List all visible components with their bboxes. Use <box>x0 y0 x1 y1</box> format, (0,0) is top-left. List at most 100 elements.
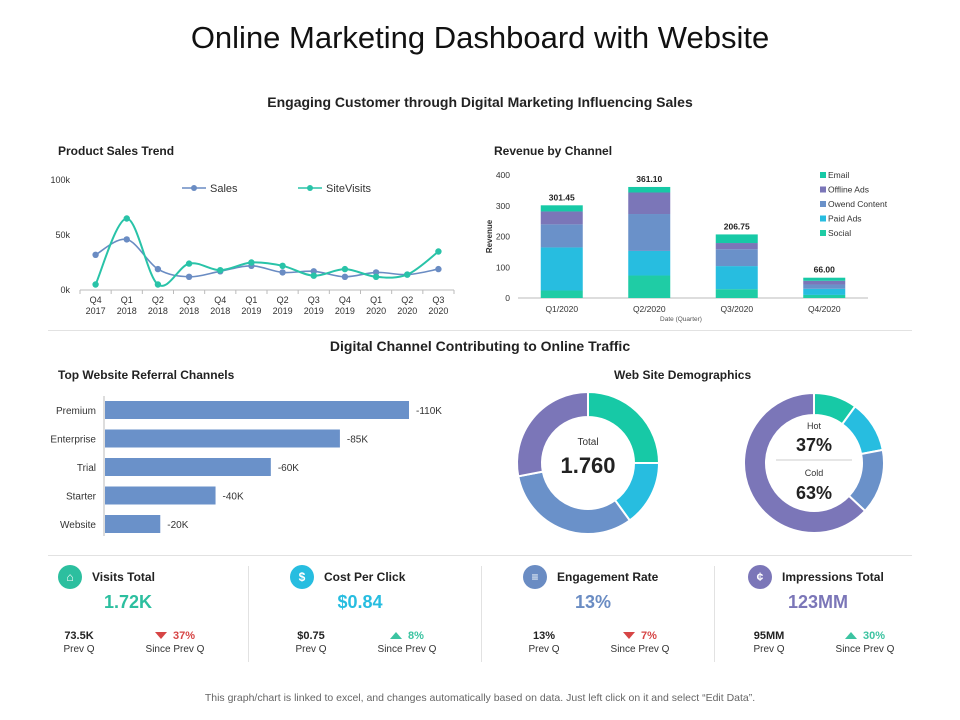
demographics-hot-cold-donut: Hot 37% Cold 63% <box>743 391 885 534</box>
page-title: Online Marketing Dashboard with Website <box>190 20 770 55</box>
kpi-change-value: 7% <box>641 630 657 642</box>
legend-marker <box>307 185 313 191</box>
donut-slice <box>743 391 867 534</box>
bar-segment-paid_ads <box>628 250 671 276</box>
x-tick-label: 2019 <box>304 306 324 316</box>
kpi-prev-label: Prev Q <box>63 644 95 655</box>
bar-segment-owned_content <box>715 249 758 267</box>
x-tick-label: 2018 <box>179 306 199 316</box>
bar-segment-offline_ads <box>628 192 671 215</box>
kpi-title: Visits Total <box>92 570 155 584</box>
x-tick-label: 2019 <box>335 306 355 316</box>
product-sales-trend-title: Product Sales Trend <box>58 144 175 158</box>
people-icon: ⌂ <box>58 565 82 589</box>
bar-segment-email <box>715 234 758 244</box>
cold-label: Cold <box>805 468 824 478</box>
divider <box>481 566 482 662</box>
data-point <box>372 269 380 276</box>
kpi-prev-value: $0.75 <box>297 630 325 642</box>
section-subtitle-mid: Digital Channel Contributing to Online T… <box>329 338 631 354</box>
kpi-prev-label: Prev Q <box>528 644 560 655</box>
x-tick-label: Q3 <box>432 295 444 305</box>
chart-doc-icon: ≡ <box>523 565 547 589</box>
data-point <box>435 265 442 273</box>
referral-bar <box>105 458 271 476</box>
x-tick-label: Q4 <box>214 295 226 305</box>
legend-marker <box>191 185 197 191</box>
category-label: Trial <box>77 463 96 474</box>
data-point <box>123 215 130 222</box>
series-line-sitevisits <box>94 217 440 287</box>
arrow-down-icon <box>623 632 636 639</box>
x-tick-label: Q2/2020 <box>633 304 666 314</box>
kpi-title: Engagement Rate <box>557 570 659 584</box>
revenue-by-channel-chart: 0 100 200 300 400 Revenue 301.45 Q1/2020 361.10 Q… <box>485 170 888 323</box>
data-point <box>372 273 380 280</box>
x-tick-label: Q1 <box>121 295 133 305</box>
data-point <box>185 260 193 267</box>
data-point <box>123 236 130 243</box>
legend-swatch <box>820 215 826 222</box>
hot-value: 37% <box>796 435 832 455</box>
kpi-prev-value: 95MM <box>753 630 785 642</box>
data-point <box>92 251 99 258</box>
data-point <box>310 272 317 279</box>
bar-segment-social <box>715 289 758 298</box>
data-point <box>248 259 255 266</box>
bar-segment-paid_ads <box>540 247 583 291</box>
kpi-change: 37% <box>140 630 210 642</box>
bar-segment-social <box>628 275 671 298</box>
x-tick-label: 2020 <box>428 306 448 316</box>
kpi-prev-value: 13% <box>532 630 556 642</box>
arrow-up-icon <box>844 632 857 639</box>
referral-bar <box>105 429 340 448</box>
legend-swatch <box>820 172 826 178</box>
legend-label: Social <box>828 228 851 238</box>
kpi-value: 13% <box>574 592 612 612</box>
kpi-value: 123MM <box>787 592 849 612</box>
kpi-change-label: Since Prev Q <box>610 644 670 655</box>
arrow-down-icon <box>154 632 167 639</box>
y-tick-label: 100 <box>496 262 510 272</box>
data-point <box>279 262 286 269</box>
data-label: -20K <box>167 520 188 531</box>
x-tick-label: Q1 <box>370 295 382 305</box>
x-tick-label: Q2 <box>277 295 289 305</box>
data-label: -85K <box>347 435 368 446</box>
footer-note: This graph/chart is linked to excel, and… <box>204 692 756 704</box>
bar-segment-offline_ads <box>715 243 758 250</box>
bar-segment-offline_ads <box>540 211 583 225</box>
bar-segment-paid_ads <box>803 288 846 295</box>
y-tick-label: 100k <box>50 175 70 185</box>
x-tick-label: 2017 <box>86 306 106 316</box>
referral-bar <box>105 515 161 533</box>
demographics-title: Web Site Demographics <box>614 368 752 382</box>
legend-swatch <box>820 186 826 193</box>
bar-segment-social <box>540 290 583 298</box>
donut-center-label: Total <box>577 437 598 448</box>
data-point <box>154 265 162 273</box>
category-label: Website <box>60 520 96 531</box>
referral-bar <box>105 401 409 419</box>
x-tick-label: 2018 <box>210 306 230 316</box>
bar-segment-owned_content <box>628 214 671 251</box>
bar-segment-email <box>628 186 671 193</box>
x-tick-label: 2020 <box>397 306 417 316</box>
demographics-total-donut: Total 1.760 <box>516 390 661 535</box>
kpi-value: 1.72K <box>103 592 153 612</box>
bar-segment-email <box>803 277 846 281</box>
data-point <box>404 271 411 278</box>
legend-swatch <box>820 201 826 207</box>
bar-segment-social <box>803 294 846 298</box>
y-tick-label: 200 <box>496 232 510 242</box>
divider <box>248 566 249 662</box>
y-tick-label: 50k <box>55 230 70 240</box>
kpi-change: 8% <box>372 630 442 642</box>
data-point <box>341 265 349 273</box>
x-tick-label: Q1 <box>245 295 257 305</box>
y-tick-label: 400 <box>496 170 510 180</box>
hot-label: Hot <box>807 421 822 431</box>
data-point <box>435 248 442 255</box>
divider <box>714 566 715 662</box>
x-tick-label: Q3/2020 <box>720 304 753 314</box>
